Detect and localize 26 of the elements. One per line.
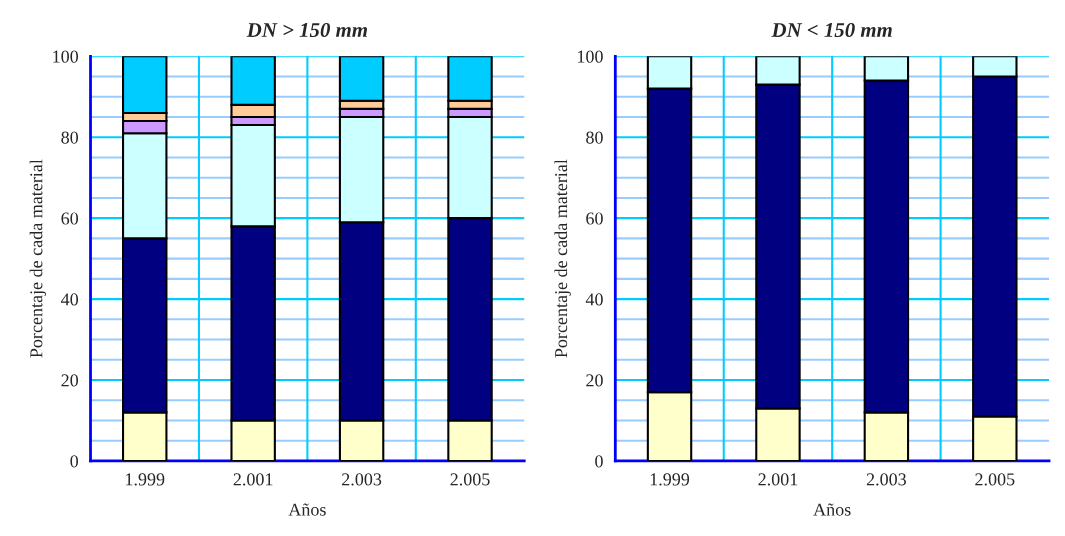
chart-title: DN > 150 mm bbox=[246, 22, 368, 38]
x-tick-label: 2.003 bbox=[866, 473, 906, 486]
y-tick-label: 0 bbox=[70, 455, 79, 468]
x-tick-label: 2.005 bbox=[975, 473, 1015, 486]
y-tick-label: 80 bbox=[61, 131, 79, 144]
x-tick-label: 2.005 bbox=[450, 473, 490, 486]
x-tick-label: 1.999 bbox=[126, 473, 165, 486]
x-tick-label: 1.999 bbox=[650, 473, 690, 486]
y-tick-label: 80 bbox=[586, 131, 603, 144]
chart-title: DN < 150 mm bbox=[771, 22, 892, 38]
x-axis-title: Años bbox=[813, 503, 851, 516]
x-tick-label: 2.001 bbox=[233, 473, 273, 486]
y-axis-title: Porcentaje de cada material bbox=[554, 159, 571, 358]
x-axis-title: Años bbox=[288, 503, 326, 516]
y-axis-title: Porcentaje de cada material bbox=[29, 159, 47, 358]
x-tick-label: 2.001 bbox=[758, 473, 798, 486]
y-tick-label: 20 bbox=[61, 374, 79, 387]
x-tick-label: 2.003 bbox=[342, 473, 382, 486]
y-tick-label: 60 bbox=[61, 212, 79, 225]
y-tick-label: 60 bbox=[586, 212, 603, 225]
y-tick-label: 100 bbox=[53, 50, 79, 63]
y-tick-label: 0 bbox=[595, 455, 603, 468]
y-tick-label: 40 bbox=[585, 293, 603, 306]
y-tick-label: 40 bbox=[61, 293, 79, 306]
y-tick-label: 20 bbox=[586, 374, 603, 387]
y-tick-label: 100 bbox=[578, 50, 603, 63]
